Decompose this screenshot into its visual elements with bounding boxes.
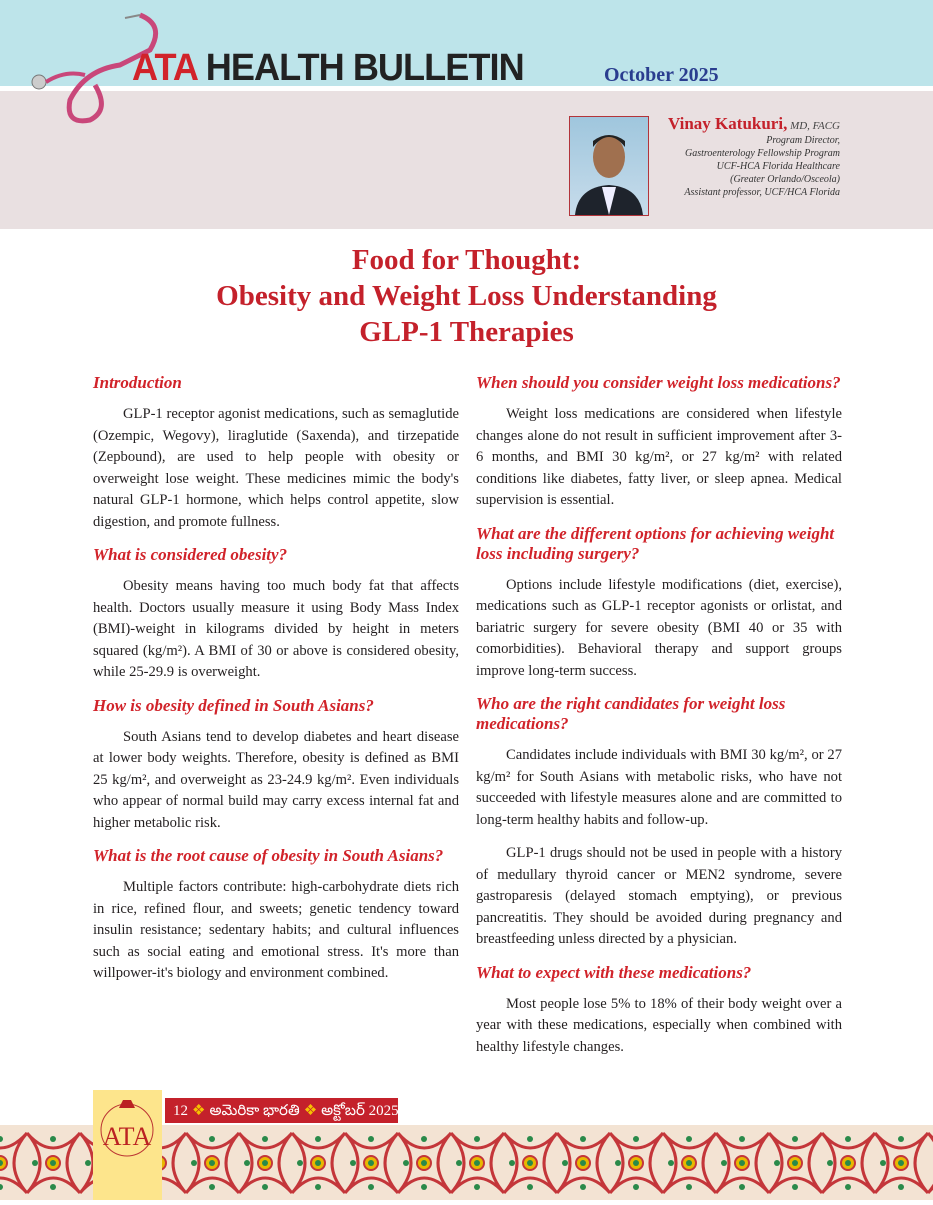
magazine-name: అమెరికా భారతి bbox=[209, 1103, 300, 1119]
section-heading: Who are the right candidates for weight … bbox=[476, 694, 786, 733]
section-heading: What is considered obesity? bbox=[93, 545, 288, 564]
section-heading: What to expect with these medications? bbox=[476, 962, 752, 982]
author-block: Vinay Katukuri, MD, FACG Program Directo… bbox=[668, 114, 840, 199]
author-credentials: MD, FACG bbox=[787, 120, 840, 132]
article-title: Food for Thought: Obesity and Weight Los… bbox=[0, 242, 933, 350]
section-heading: When should you consider weight loss med… bbox=[476, 373, 841, 392]
section-heading: What is the root cause of obesity in Sou… bbox=[93, 846, 444, 865]
author-line: Program Director, bbox=[766, 135, 840, 146]
section-heading: What are the different options for achie… bbox=[476, 523, 835, 563]
author-name: Vinay Katukuri, bbox=[667, 114, 788, 133]
author-line: Assistant professor, UCF/HCA Florida bbox=[684, 187, 840, 198]
author-line: Gastroenterology Fellowship Program bbox=[685, 148, 840, 159]
page-number: 12 bbox=[173, 1103, 188, 1119]
page-footer: 12 ❖ అమెరికా భారతి ❖ అక్టోబర్ 2025 bbox=[165, 1098, 399, 1123]
masthead-text: HEALTH BULLETIN bbox=[196, 47, 525, 89]
diamond-icon: ❖ bbox=[303, 1103, 318, 1119]
stethoscope-icon bbox=[31, 12, 159, 124]
diamond-icon: ❖ bbox=[192, 1103, 206, 1119]
section-paragraph: Most people lose 5% to 18% of their body… bbox=[476, 995, 842, 1055]
section-paragraph: Weight loss medications are considered w… bbox=[476, 406, 842, 508]
author-band bbox=[0, 91, 933, 229]
footer-date: అక్టోబర్ 2025 bbox=[321, 1103, 399, 1119]
section-paragraph: Candidates include individuals with BMI … bbox=[476, 747, 842, 828]
title-line: Obesity and Weight Loss Understanding bbox=[216, 280, 717, 312]
masthead-accent: ATA bbox=[132, 47, 198, 89]
section-heading: Introduction bbox=[93, 373, 182, 392]
section-paragraph: GLP-1 receptor agonist medications, such… bbox=[93, 406, 459, 530]
section-heading: How is obesity defined in South Asians? bbox=[93, 695, 374, 715]
section-paragraph: Options include lifestyle modifications … bbox=[476, 576, 842, 679]
title-line: GLP-1 Therapies bbox=[359, 316, 574, 348]
title-line: Food for Thought: bbox=[351, 244, 582, 276]
right-column: When should you consider weight loss med… bbox=[476, 373, 842, 1070]
section-paragraph: Multiple factors contribute: high-carboh… bbox=[93, 879, 459, 981]
issue-date: October 2025 bbox=[604, 64, 719, 86]
divider bbox=[0, 86, 933, 91]
svg-text:ATA: ATA bbox=[103, 1122, 152, 1151]
masthead: ATA HEALTH BULLETIN bbox=[132, 47, 525, 90]
section-paragraph: South Asians tend to develop diabetes an… bbox=[93, 728, 459, 831]
author-photo bbox=[569, 116, 649, 216]
author-line: UCF-HCA Florida Healthcare bbox=[716, 161, 840, 172]
section-paragraph: GLP-1 drugs should not be used in people… bbox=[476, 845, 842, 947]
section-paragraph: Obesity means having too much body fat t… bbox=[93, 578, 459, 680]
left-column: Introduction GLP-1 receptor agonist medic… bbox=[93, 373, 459, 997]
author-line: (Greater Orlando/Osceola) bbox=[730, 174, 840, 185]
ata-logo: ATA bbox=[93, 1090, 162, 1200]
